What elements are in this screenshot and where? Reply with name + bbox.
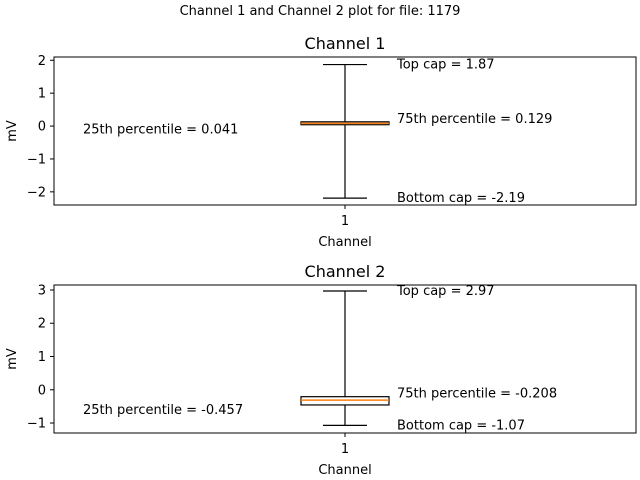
- q1-annotation: 25th percentile = -0.457: [83, 403, 243, 418]
- x-tick-label: 1: [341, 442, 349, 457]
- q3-annotation: 75th percentile = -0.208: [397, 387, 557, 402]
- x-tick-label: 1: [341, 214, 349, 229]
- bottom-cap-annotation: Bottom cap = -2.19: [397, 191, 525, 206]
- y-axis-label: mV: [5, 120, 20, 142]
- y-tick-label: 1: [38, 87, 46, 102]
- chart-title: Channel 2: [305, 262, 386, 281]
- y-tick-label: 2: [38, 54, 46, 69]
- y-tick-label: 0: [38, 120, 46, 135]
- y-tick-label: 0: [38, 383, 46, 398]
- x-axis-label: Channel: [318, 235, 371, 250]
- top-cap-annotation: Top cap = 1.87: [396, 58, 495, 73]
- x-axis-label: Channel: [318, 463, 371, 478]
- q1-annotation: 25th percentile = 0.041: [83, 123, 238, 138]
- y-axis-label: mV: [5, 348, 20, 370]
- y-tick-label: −1: [27, 417, 46, 432]
- y-tick-label: −1: [27, 152, 46, 167]
- y-tick-label: 3: [38, 283, 46, 298]
- figure-suptitle: Channel 1 and Channel 2 plot for file: 1…: [180, 4, 461, 19]
- y-tick-label: 2: [38, 317, 46, 332]
- chart-panel-1: Channel 1 2 1 0 −1 −2 1 Channel mV Top cap = 1.87…: [5, 34, 637, 250]
- top-cap-annotation: Top cap = 2.97: [396, 284, 495, 299]
- chart-panel-2: Channel 2 3 2 1 0 −1 1 Channel mV Top cap = 2.97 7…: [5, 262, 637, 478]
- bottom-cap-annotation: Bottom cap = -1.07: [397, 418, 525, 433]
- chart-title: Channel 1: [305, 34, 386, 53]
- y-tick-label: −2: [27, 185, 46, 200]
- y-tick-label: 1: [38, 350, 46, 365]
- q3-annotation: 75th percentile = 0.129: [397, 112, 552, 127]
